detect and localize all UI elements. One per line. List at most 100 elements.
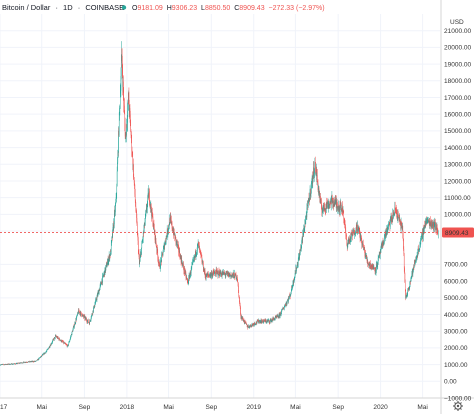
candle-body — [431, 222, 432, 224]
candle-body — [246, 323, 247, 325]
candle-body — [226, 272, 228, 274]
candle-body — [131, 136, 132, 151]
close-label: C — [234, 5, 239, 12]
low-value: 8850.50 — [205, 5, 230, 12]
candle-body — [184, 271, 186, 274]
candle-body — [287, 299, 289, 302]
candle-body — [189, 271, 191, 276]
chart-legend[interactable]: Bitcoin / Dollar · 1D · COINBASE O9181.0… — [2, 3, 325, 12]
time-axis[interactable]: 2017 Mai Sep 2018 Mai Sep 2019 Mai Sep 2020 Mai — [0, 404, 428, 411]
candle-body — [400, 224, 401, 230]
candle-body — [402, 225, 403, 230]
candle-body — [374, 268, 375, 269]
candle-body — [165, 240, 166, 243]
candle-body — [392, 212, 394, 218]
candle-body — [373, 265, 374, 269]
candle-body — [358, 227, 359, 229]
candle-body — [350, 233, 352, 239]
candle-body — [175, 237, 177, 243]
candle-body — [174, 234, 176, 239]
candle-body — [408, 287, 410, 289]
candle-body — [344, 219, 345, 224]
candle-body — [261, 321, 262, 323]
candle-body — [221, 273, 223, 276]
candle-body — [350, 237, 351, 243]
candle-body — [31, 361, 32, 362]
candle-body — [99, 290, 100, 291]
time-tick-label: Sep — [206, 404, 218, 411]
candle-body — [307, 204, 308, 206]
candle-body — [20, 362, 22, 364]
candle-body — [376, 263, 377, 265]
candle-body — [130, 122, 131, 132]
candle-body — [65, 343, 66, 344]
candle-body — [25, 362, 27, 363]
candle-body — [408, 288, 409, 291]
candle-body — [280, 312, 281, 314]
candle-body — [166, 236, 167, 237]
candle-body — [436, 229, 437, 231]
currency-label[interactable]: USD — [450, 19, 464, 26]
candle-body — [263, 320, 264, 322]
candle-body — [254, 322, 255, 325]
candle-body — [132, 154, 133, 155]
candle-body — [169, 218, 170, 226]
candle-body — [256, 321, 257, 323]
candle-body — [247, 326, 249, 329]
candle-body — [304, 223, 306, 225]
candle-body — [74, 322, 76, 324]
candle-body — [4, 364, 6, 365]
candle-body — [241, 317, 243, 319]
candle-body — [369, 263, 370, 266]
candle-body — [210, 273, 211, 276]
candle-body — [268, 320, 269, 321]
candle-body — [59, 339, 61, 341]
candle-body — [161, 253, 163, 255]
candle-body — [342, 204, 343, 212]
candle-body — [297, 264, 298, 266]
candle-body — [293, 280, 294, 284]
candle-body — [21, 362, 22, 363]
candle-body — [354, 233, 356, 235]
candle-body — [341, 210, 342, 212]
candle-body — [293, 280, 295, 282]
candle-body — [173, 229, 175, 235]
candle-body — [181, 262, 183, 266]
gear-icon[interactable] — [453, 401, 463, 411]
candle-body — [321, 211, 323, 214]
candle-body — [333, 204, 334, 207]
candle-body — [105, 267, 106, 272]
candle-body — [77, 312, 79, 314]
candle-body — [354, 233, 356, 235]
interval-label[interactable]: 1D — [63, 3, 73, 12]
candle-body — [311, 182, 312, 189]
candle-body — [370, 265, 372, 268]
candle-body — [208, 274, 209, 276]
candle-body — [166, 228, 168, 237]
candle-body — [274, 318, 276, 320]
candle-body — [80, 311, 82, 313]
candle-body — [63, 341, 64, 343]
candle-body — [100, 282, 102, 284]
candle-body — [186, 278, 188, 280]
candle-body — [218, 270, 220, 274]
candle-body — [306, 215, 307, 218]
candle-body — [55, 335, 57, 337]
candle-body — [25, 362, 26, 363]
candle-body — [102, 275, 104, 277]
candle-body — [262, 319, 263, 322]
candle-body — [127, 101, 129, 102]
candle-body — [242, 317, 244, 320]
candle-body — [148, 193, 149, 199]
candle-body — [205, 276, 207, 279]
candle-body — [15, 363, 17, 365]
candle-body — [214, 271, 216, 273]
candle-body — [363, 247, 365, 249]
candle-body — [264, 319, 265, 321]
candle-body — [31, 361, 33, 362]
candle-body — [239, 297, 240, 302]
symbol-name[interactable]: Bitcoin / Dollar — [2, 3, 51, 12]
candle-body — [436, 224, 438, 231]
candle-body — [313, 173, 315, 177]
